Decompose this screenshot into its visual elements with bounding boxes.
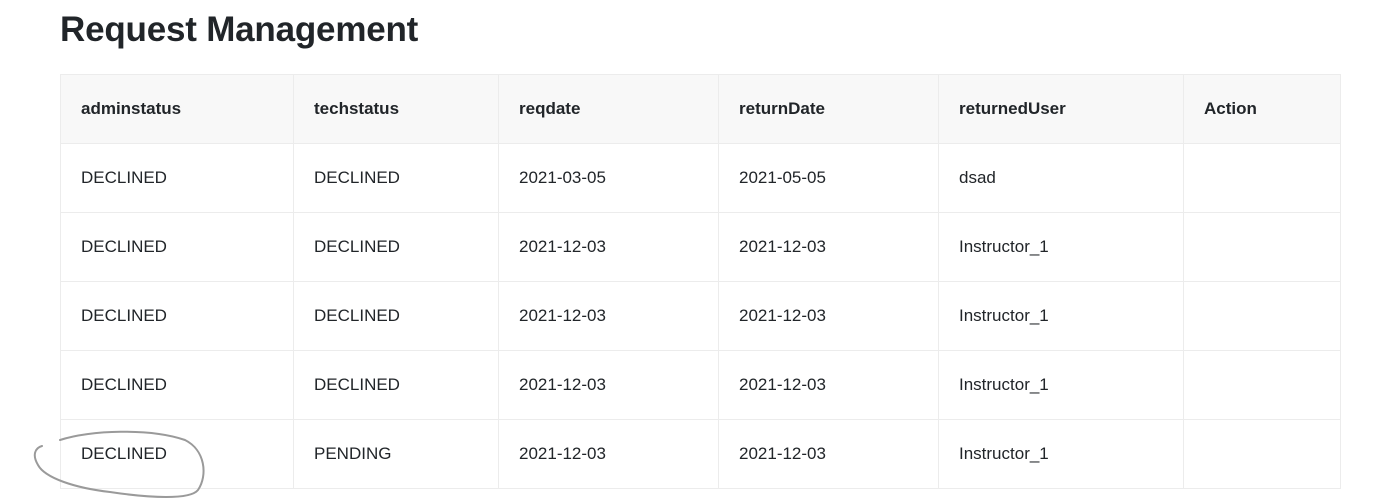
cell-reqdate: 2021-12-03 (498, 350, 719, 420)
cell-adminstatus: DECLINED (60, 350, 294, 420)
cell-reqdate: 2021-12-03 (498, 212, 719, 282)
cell-adminstatus: DECLINED (60, 212, 294, 282)
cell-action[interactable] (1183, 281, 1341, 351)
table-row: DECLINED DECLINED 2021-12-03 2021-12-03 … (60, 350, 1341, 420)
cell-action[interactable] (1183, 419, 1341, 489)
request-table: adminstatus techstatus reqdate returnDat… (60, 74, 1341, 489)
cell-adminstatus: DECLINED (60, 143, 294, 213)
table-header-row: adminstatus techstatus reqdate returnDat… (60, 74, 1341, 144)
column-header-action: Action (1183, 74, 1341, 144)
cell-returneduser: dsad (938, 143, 1184, 213)
cell-techstatus: DECLINED (293, 350, 499, 420)
cell-reqdate: 2021-03-05 (498, 143, 719, 213)
cell-returndate: 2021-12-03 (718, 281, 939, 351)
request-table-container: adminstatus techstatus reqdate returnDat… (60, 74, 1341, 489)
cell-action[interactable] (1183, 143, 1341, 213)
cell-reqdate: 2021-12-03 (498, 281, 719, 351)
cell-adminstatus: DECLINED (60, 419, 294, 489)
column-header-reqdate: reqdate (498, 74, 719, 144)
cell-returneduser: Instructor_1 (938, 281, 1184, 351)
cell-techstatus: PENDING (293, 419, 499, 489)
cell-returndate: 2021-12-03 (718, 419, 939, 489)
cell-returndate: 2021-05-05 (718, 143, 939, 213)
column-header-returndate: returnDate (718, 74, 939, 144)
table-body: DECLINED DECLINED 2021-03-05 2021-05-05 … (60, 143, 1341, 489)
cell-techstatus: DECLINED (293, 281, 499, 351)
cell-action[interactable] (1183, 212, 1341, 282)
cell-adminstatus: DECLINED (60, 281, 294, 351)
column-header-returneduser: returnedUser (938, 74, 1184, 144)
table-header: adminstatus techstatus reqdate returnDat… (60, 74, 1341, 144)
cell-reqdate: 2021-12-03 (498, 419, 719, 489)
cell-returneduser: Instructor_1 (938, 419, 1184, 489)
cell-action[interactable] (1183, 350, 1341, 420)
table-row: DECLINED DECLINED 2021-03-05 2021-05-05 … (60, 143, 1341, 213)
cell-returneduser: Instructor_1 (938, 350, 1184, 420)
cell-techstatus: DECLINED (293, 143, 499, 213)
cell-returneduser: Instructor_1 (938, 212, 1184, 282)
column-header-adminstatus: adminstatus (60, 74, 294, 144)
cell-returndate: 2021-12-03 (718, 212, 939, 282)
column-header-techstatus: techstatus (293, 74, 499, 144)
cell-returndate: 2021-12-03 (718, 350, 939, 420)
table-row: DECLINED DECLINED 2021-12-03 2021-12-03 … (60, 212, 1341, 282)
cell-techstatus: DECLINED (293, 212, 499, 282)
page-title: Request Management (60, 10, 419, 49)
table-row: DECLINED PENDING 2021-12-03 2021-12-03 I… (60, 419, 1341, 489)
table-row: DECLINED DECLINED 2021-12-03 2021-12-03 … (60, 281, 1341, 351)
